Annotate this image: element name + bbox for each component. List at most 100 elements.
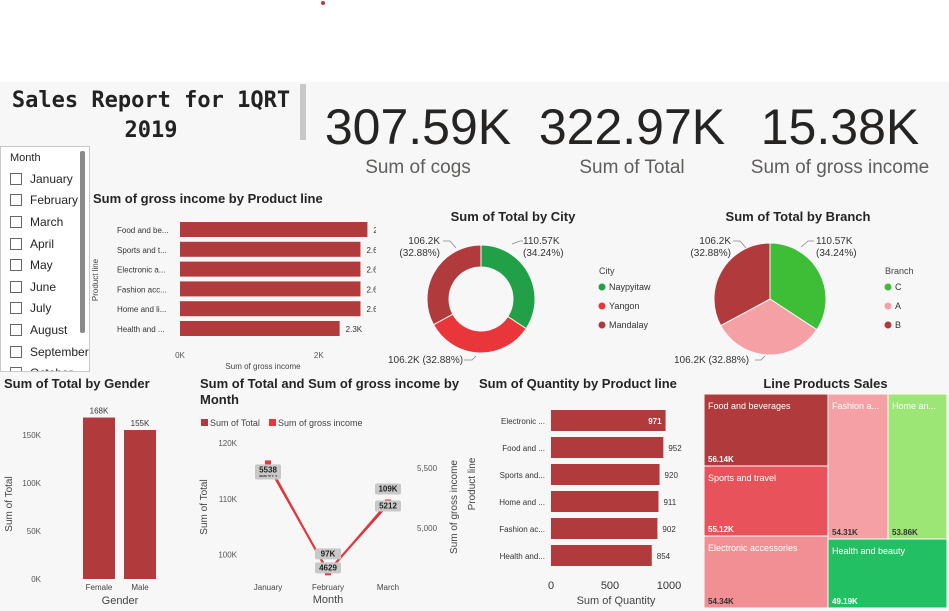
leader-line <box>755 355 766 361</box>
x-tick-label: January <box>254 583 282 592</box>
category-label: Food and be... <box>117 226 169 235</box>
bar-male <box>124 430 156 579</box>
checkbox[interactable] <box>10 323 22 336</box>
category-label: Fashion acc... <box>117 285 167 294</box>
data-label: 2.6K <box>366 285 376 294</box>
category-label: Health and... <box>500 552 545 561</box>
legend-marker <box>598 283 606 291</box>
data-label: 971 <box>648 417 662 426</box>
chart-city-title: Sum of Total by City <box>450 209 576 224</box>
slice-mandalay <box>426 244 482 326</box>
legend-marker <box>884 321 892 329</box>
legend-label: Yangon <box>609 301 639 311</box>
legend-marker <box>598 302 606 310</box>
data-label: 168K <box>90 407 109 416</box>
legend-marker <box>598 321 606 329</box>
legend-marker <box>884 283 892 291</box>
legend-label: A <box>895 301 901 311</box>
legend-marker <box>269 419 276 426</box>
tile-value: 54.34K <box>708 597 734 606</box>
slicer-item-january[interactable]: January <box>1 168 89 190</box>
leader-line <box>800 240 814 248</box>
month-slicer[interactable]: Month January February March April May June Ju… <box>0 146 90 372</box>
slicer-item-label: February <box>30 193 79 208</box>
x-axis-label: Month <box>313 594 344 606</box>
checkbox[interactable] <box>10 194 22 207</box>
data-label: 2.6K <box>366 266 376 275</box>
y-axis-label: Product line <box>467 457 478 510</box>
x-tick-label: March <box>377 583 399 592</box>
slicer-item-august[interactable]: August <box>1 319 89 341</box>
y-tick-label: 110K <box>219 495 238 504</box>
legend-label: Sum of gross income <box>278 418 363 428</box>
leader-line <box>733 240 747 249</box>
slicer-list: January February March April May June July Augu… <box>1 168 89 371</box>
slicer-item-september[interactable]: September <box>1 341 89 363</box>
data-label: 110.57K <box>816 236 853 247</box>
data-label: 854 <box>657 552 671 561</box>
slicer-item-label: August <box>30 322 68 337</box>
checkbox[interactable] <box>10 259 22 272</box>
slicer-item-july[interactable]: July <box>1 298 89 320</box>
treemap-tile <box>704 535 829 608</box>
checkbox[interactable] <box>10 172 22 185</box>
data-label: (32.88%) <box>399 248 440 259</box>
legend-title: City <box>599 266 615 276</box>
tile-label: Food and beverages <box>708 401 791 411</box>
slicer-item-april[interactable]: April <box>1 233 89 255</box>
slicer-item-february[interactable]: February <box>1 190 89 212</box>
treemap-tile <box>827 538 947 608</box>
data-label: 110.57K <box>523 236 560 247</box>
data-label-bg <box>255 464 281 476</box>
category-label: Electronic a... <box>117 266 165 275</box>
legend-title: Branch <box>885 266 914 276</box>
bar <box>180 241 361 257</box>
data-label: 106.2K <box>408 236 440 247</box>
treemap-tile <box>704 394 829 467</box>
data-label: (34.24%) <box>816 248 857 259</box>
slicer-scrollbar[interactable] <box>80 151 85 333</box>
data-label: (34.24%) <box>523 248 564 259</box>
kpi-gross-label: Sum of gross income <box>750 157 930 178</box>
data-label-bg <box>375 500 401 512</box>
x-tick-label: Male <box>131 583 149 592</box>
slicer-item-label: April <box>30 236 55 251</box>
category-label: Food and ... <box>502 444 545 453</box>
checkbox[interactable] <box>10 367 22 371</box>
slicer-item-june[interactable]: June <box>1 276 89 298</box>
checkbox[interactable] <box>10 215 22 228</box>
checkbox[interactable] <box>10 345 22 358</box>
slicer-item-label: September <box>30 344 89 359</box>
checkbox[interactable] <box>10 237 22 250</box>
legend-label: Naypyitaw <box>609 282 651 292</box>
x-tick-label: 0 <box>548 580 554 592</box>
slicer-item-may[interactable]: May <box>1 254 89 276</box>
tile-value: 54.31K <box>832 528 858 537</box>
slice-b <box>713 242 771 327</box>
x-tick-label: February <box>312 583 344 592</box>
data-label: (32.88%) <box>690 248 731 259</box>
point-gross <box>265 460 271 467</box>
data-label: 902 <box>662 525 676 534</box>
data-label-bg <box>315 548 341 560</box>
chart-treemap: Food and beverages 56.14K Sports and trave… <box>704 394 947 608</box>
chart-gender-bar: Sum of Total 0K 50K 100K 150K 168K Female 155K M… <box>4 407 156 607</box>
slicer-item-march[interactable]: March <box>1 211 89 233</box>
slicer-item-label: July <box>30 301 52 316</box>
data-label: 2.7K <box>373 226 376 235</box>
slicer-item-label: May <box>30 258 53 273</box>
x-axis-label: Sum of Quantity <box>577 595 656 607</box>
bar-female <box>83 417 115 579</box>
x-tick-label: Female <box>86 583 113 592</box>
checkbox[interactable] <box>10 280 22 293</box>
tile-value: 53.86K <box>892 528 918 537</box>
y-tick-label: 0K <box>31 575 41 584</box>
leader-line <box>464 355 477 361</box>
chart-treemap-title: Line Products Sales <box>763 376 888 391</box>
category-label: Home and ... <box>499 498 545 507</box>
chart-gross-by-product: Product line Food and be... 2.7K Sports and… <box>91 222 376 371</box>
checkbox[interactable] <box>10 302 22 315</box>
slicer-item-october[interactable]: October <box>1 362 89 371</box>
treemap-tile <box>887 394 947 540</box>
x-tick-label: 500 <box>601 580 619 592</box>
